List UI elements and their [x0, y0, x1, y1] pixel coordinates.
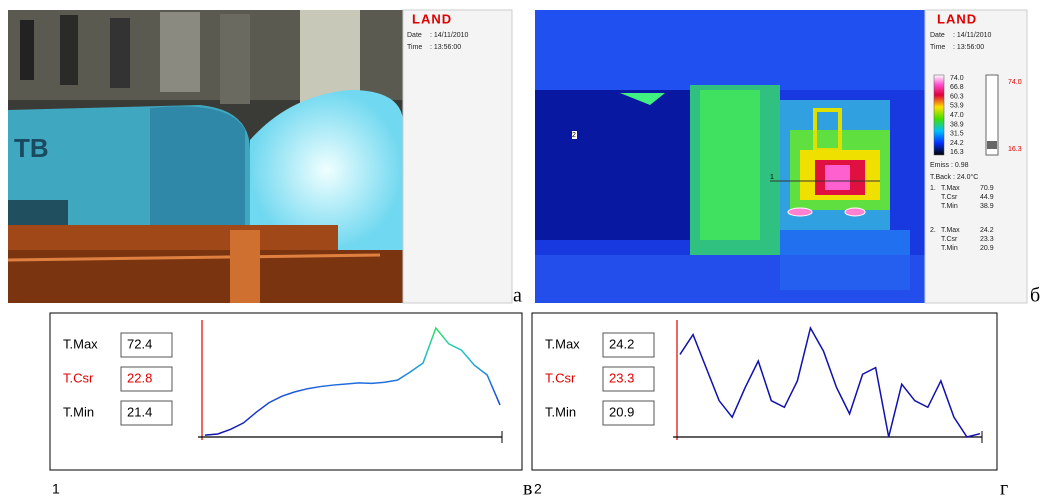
spot-value: 70.9	[980, 185, 994, 192]
panel-letter: г	[1000, 478, 1008, 500]
stat-value: 23.3	[609, 370, 634, 385]
stat-label: T.Max	[63, 336, 98, 351]
stat-label: T.Min	[63, 404, 94, 419]
thermogram	[535, 10, 925, 303]
panel-letter: в	[523, 478, 532, 500]
spot-value: 20.9	[980, 245, 994, 252]
scale-label: 66.8	[950, 84, 964, 91]
photo-marking: TB	[14, 133, 49, 163]
date: : 14/11/2010	[430, 32, 469, 39]
range-min: 16.3	[1008, 146, 1022, 153]
background-temp: T.Back : 24.0°C	[930, 173, 978, 181]
spot-number: 2.	[930, 227, 936, 234]
emissivity: Emiss : 0.98	[930, 162, 969, 169]
color-bar	[934, 75, 944, 155]
stat-value: 24.2	[609, 336, 634, 351]
scale-label: 47.0	[950, 112, 964, 119]
spot-label: T.Max	[941, 185, 960, 192]
marker: 2	[572, 132, 576, 139]
spot-label: T.Csr	[941, 194, 958, 201]
logo: LAND	[412, 11, 452, 26]
scale-label: 31.5	[950, 131, 964, 138]
side-panel	[925, 10, 1027, 303]
date-label: Date	[930, 32, 945, 39]
photo: TB	[8, 10, 403, 303]
stat-value: 22.8	[127, 370, 152, 385]
stat-label: T.Min	[545, 404, 576, 419]
stat-label: T.Csr	[545, 370, 576, 385]
scale-label: 74.0	[950, 75, 964, 82]
profile-number: 2	[534, 481, 542, 497]
spot-number: 1.	[930, 185, 936, 192]
scale-labels: 74.0 66.8 60.3 53.9 47.0 38.9 31.5 24.2 16.3	[950, 75, 964, 156]
spot-label: T.Min	[941, 203, 958, 210]
time: : 13:56:00	[430, 44, 461, 51]
scale-label: 60.3	[950, 93, 964, 100]
profile-frame	[532, 313, 997, 470]
scale-label: 38.9	[950, 121, 964, 128]
profiles: T.Max 72.4 T.Csr 22.8 T.Min 21.4 1 в T.Max 24.2 T.…	[50, 313, 1008, 500]
page: { "panel_a": {"logo": "LAND", "date_labe…	[0, 0, 1046, 500]
spot-value: 24.2	[980, 227, 994, 234]
spot-label: T.Csr	[941, 236, 958, 243]
range-fill	[987, 141, 997, 149]
logo: LAND	[937, 11, 977, 26]
figure: TB LAND Date : 14/11/2010 Time : 13:56:0…	[0, 0, 1046, 500]
spot-label: T.Min	[941, 245, 958, 252]
spot-value: 23.3	[980, 236, 994, 243]
panel-letter: б	[1030, 285, 1040, 307]
date: : 14/11/2010	[953, 32, 992, 39]
scale-label: 53.9	[950, 103, 964, 110]
date-label: Date	[407, 32, 422, 39]
scale-label: 24.2	[950, 140, 964, 147]
stat-value: 21.4	[127, 404, 152, 419]
stat-label: T.Csr	[63, 370, 94, 385]
time: : 13:56:00	[953, 44, 984, 51]
marker: 1	[770, 174, 774, 181]
scale-label: 16.3	[950, 149, 964, 156]
spot-value: 44.9	[980, 194, 994, 201]
panel-letter: а	[513, 285, 522, 307]
profile-number: 1	[52, 481, 60, 497]
range-max: 74.0	[1008, 79, 1022, 86]
stat-label: T.Max	[545, 336, 580, 351]
spot-value: 38.9	[980, 203, 994, 210]
stat-value: 72.4	[127, 336, 152, 351]
side-panel	[403, 10, 512, 303]
stat-value: 20.9	[609, 404, 634, 419]
time-label: Time	[930, 44, 945, 51]
spot-label: T.Max	[941, 227, 960, 234]
time-label: Time	[407, 44, 422, 51]
